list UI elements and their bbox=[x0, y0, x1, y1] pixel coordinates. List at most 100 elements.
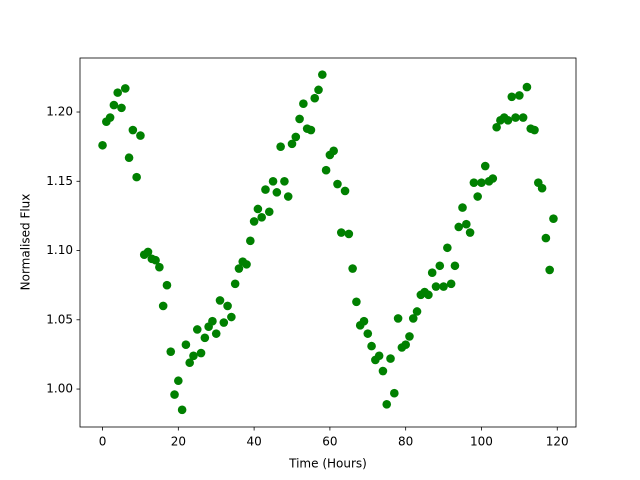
data-point bbox=[382, 399, 392, 409]
data-point bbox=[227, 312, 236, 322]
data-point bbox=[458, 203, 467, 212]
data-point bbox=[174, 376, 183, 386]
data-point bbox=[310, 93, 320, 103]
data-point bbox=[363, 329, 373, 338]
data-point bbox=[435, 261, 445, 271]
data-point bbox=[208, 316, 217, 326]
data-point bbox=[393, 314, 403, 323]
data-point bbox=[143, 247, 153, 257]
data-point bbox=[155, 262, 164, 272]
data-point bbox=[299, 99, 308, 109]
data-point bbox=[128, 125, 138, 135]
data-point bbox=[181, 340, 191, 350]
x-tick-label: 80 bbox=[398, 435, 413, 449]
data-point bbox=[431, 282, 441, 291]
data-point bbox=[522, 82, 532, 92]
data-point bbox=[549, 214, 558, 223]
data-point bbox=[117, 103, 126, 113]
data-point bbox=[352, 297, 361, 307]
data-point bbox=[454, 222, 464, 232]
data-point bbox=[124, 153, 134, 163]
data-point bbox=[98, 140, 107, 150]
data-point bbox=[359, 316, 369, 326]
data-point bbox=[177, 405, 187, 415]
data-point bbox=[158, 301, 168, 311]
data-point bbox=[450, 261, 460, 271]
data-point bbox=[306, 125, 316, 135]
data-point bbox=[424, 290, 433, 300]
data-point bbox=[192, 325, 202, 334]
data-point bbox=[336, 228, 346, 237]
data-point bbox=[200, 333, 210, 343]
data-point bbox=[511, 113, 520, 122]
data-point bbox=[477, 178, 486, 187]
data-point bbox=[272, 188, 282, 197]
data-point bbox=[443, 243, 452, 253]
data-point bbox=[196, 348, 206, 358]
data-point bbox=[537, 183, 547, 193]
data-point bbox=[405, 332, 414, 341]
data-point bbox=[162, 280, 172, 290]
x-axis-label: Time (Hours) bbox=[288, 457, 367, 471]
data-point bbox=[386, 354, 395, 363]
data-point bbox=[166, 347, 176, 356]
data-point bbox=[314, 85, 323, 95]
x-tick-label: 40 bbox=[246, 435, 261, 449]
data-point bbox=[427, 268, 437, 277]
data-point bbox=[401, 340, 410, 350]
data-point bbox=[151, 255, 160, 265]
data-point bbox=[234, 264, 244, 273]
data-point bbox=[340, 186, 350, 196]
data-point bbox=[189, 351, 198, 361]
data-point bbox=[333, 179, 342, 189]
data-point bbox=[473, 192, 482, 201]
data-point bbox=[242, 260, 251, 269]
data-point bbox=[408, 314, 418, 323]
data-point bbox=[287, 139, 297, 149]
data-point bbox=[465, 228, 475, 237]
data-point bbox=[530, 125, 539, 135]
data-point bbox=[295, 114, 304, 124]
data-point bbox=[170, 390, 179, 399]
data-point bbox=[257, 212, 266, 222]
data-point bbox=[261, 185, 270, 194]
plot-frame bbox=[79, 57, 577, 428]
data-point bbox=[348, 264, 357, 273]
y-tick-label: 1.15 bbox=[46, 174, 73, 188]
data-point bbox=[412, 307, 422, 316]
data-point bbox=[378, 366, 388, 376]
data-point bbox=[246, 236, 255, 246]
data-point bbox=[492, 122, 501, 132]
data-point bbox=[480, 161, 490, 171]
data-point bbox=[469, 178, 479, 187]
data-point bbox=[503, 116, 513, 125]
y-tick-label: 1.00 bbox=[46, 382, 73, 396]
data-point bbox=[211, 329, 221, 338]
data-point bbox=[318, 70, 327, 79]
data-point bbox=[120, 84, 130, 93]
y-tick-label: 1.05 bbox=[46, 312, 73, 326]
data-point bbox=[321, 165, 331, 175]
data-point bbox=[268, 176, 278, 186]
data-point bbox=[223, 301, 232, 311]
x-tick-label: 60 bbox=[322, 435, 337, 449]
data-point bbox=[344, 229, 354, 239]
y-tick-label: 1.20 bbox=[46, 105, 73, 119]
data-point bbox=[253, 204, 263, 214]
data-point bbox=[541, 233, 551, 243]
data-point bbox=[446, 279, 456, 289]
data-point bbox=[113, 88, 123, 97]
data-point bbox=[219, 318, 229, 327]
x-tick-label: 20 bbox=[171, 435, 186, 449]
data-point bbox=[462, 219, 471, 229]
data-point bbox=[230, 279, 240, 289]
data-point bbox=[329, 146, 338, 156]
x-tick-label: 0 bbox=[99, 435, 107, 449]
data-point bbox=[136, 131, 145, 140]
data-point bbox=[374, 351, 384, 361]
data-point bbox=[132, 172, 141, 182]
data-point bbox=[283, 192, 293, 201]
data-point bbox=[545, 265, 554, 275]
y-tick-label: 1.10 bbox=[46, 243, 73, 257]
